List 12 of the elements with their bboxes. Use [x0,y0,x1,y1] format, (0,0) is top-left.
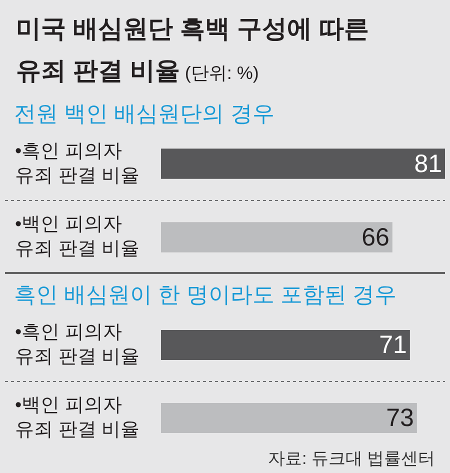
data-label: 81 [414,150,442,178]
y-tick-label: •흑인 피의자 유죄 판결 비율 [15,141,140,187]
annotation: 자료: 듀크대 법률센터 [268,449,436,468]
y-tick-label: •흑인 피의자 유죄 판결 비율 [15,322,140,368]
y-tick-label: •백인 피의자 유죄 판결 비율 [15,395,140,441]
data-label: 71 [379,331,407,360]
data-label: 66 [362,223,390,252]
data-label: 73 [386,404,414,432]
chart-title: 전원 백인 배심원단의 경우 [14,101,274,126]
y-tick-label: •백인 피의자 유죄 판결 비율 [15,214,140,260]
chart-title: 흑인 배심원이 한 명이라도 포함된 경우 [14,282,397,307]
text: 미국 배심원단 흑백 구성에 따른 유죄 판결 비율 (단위: %) [16,15,369,85]
